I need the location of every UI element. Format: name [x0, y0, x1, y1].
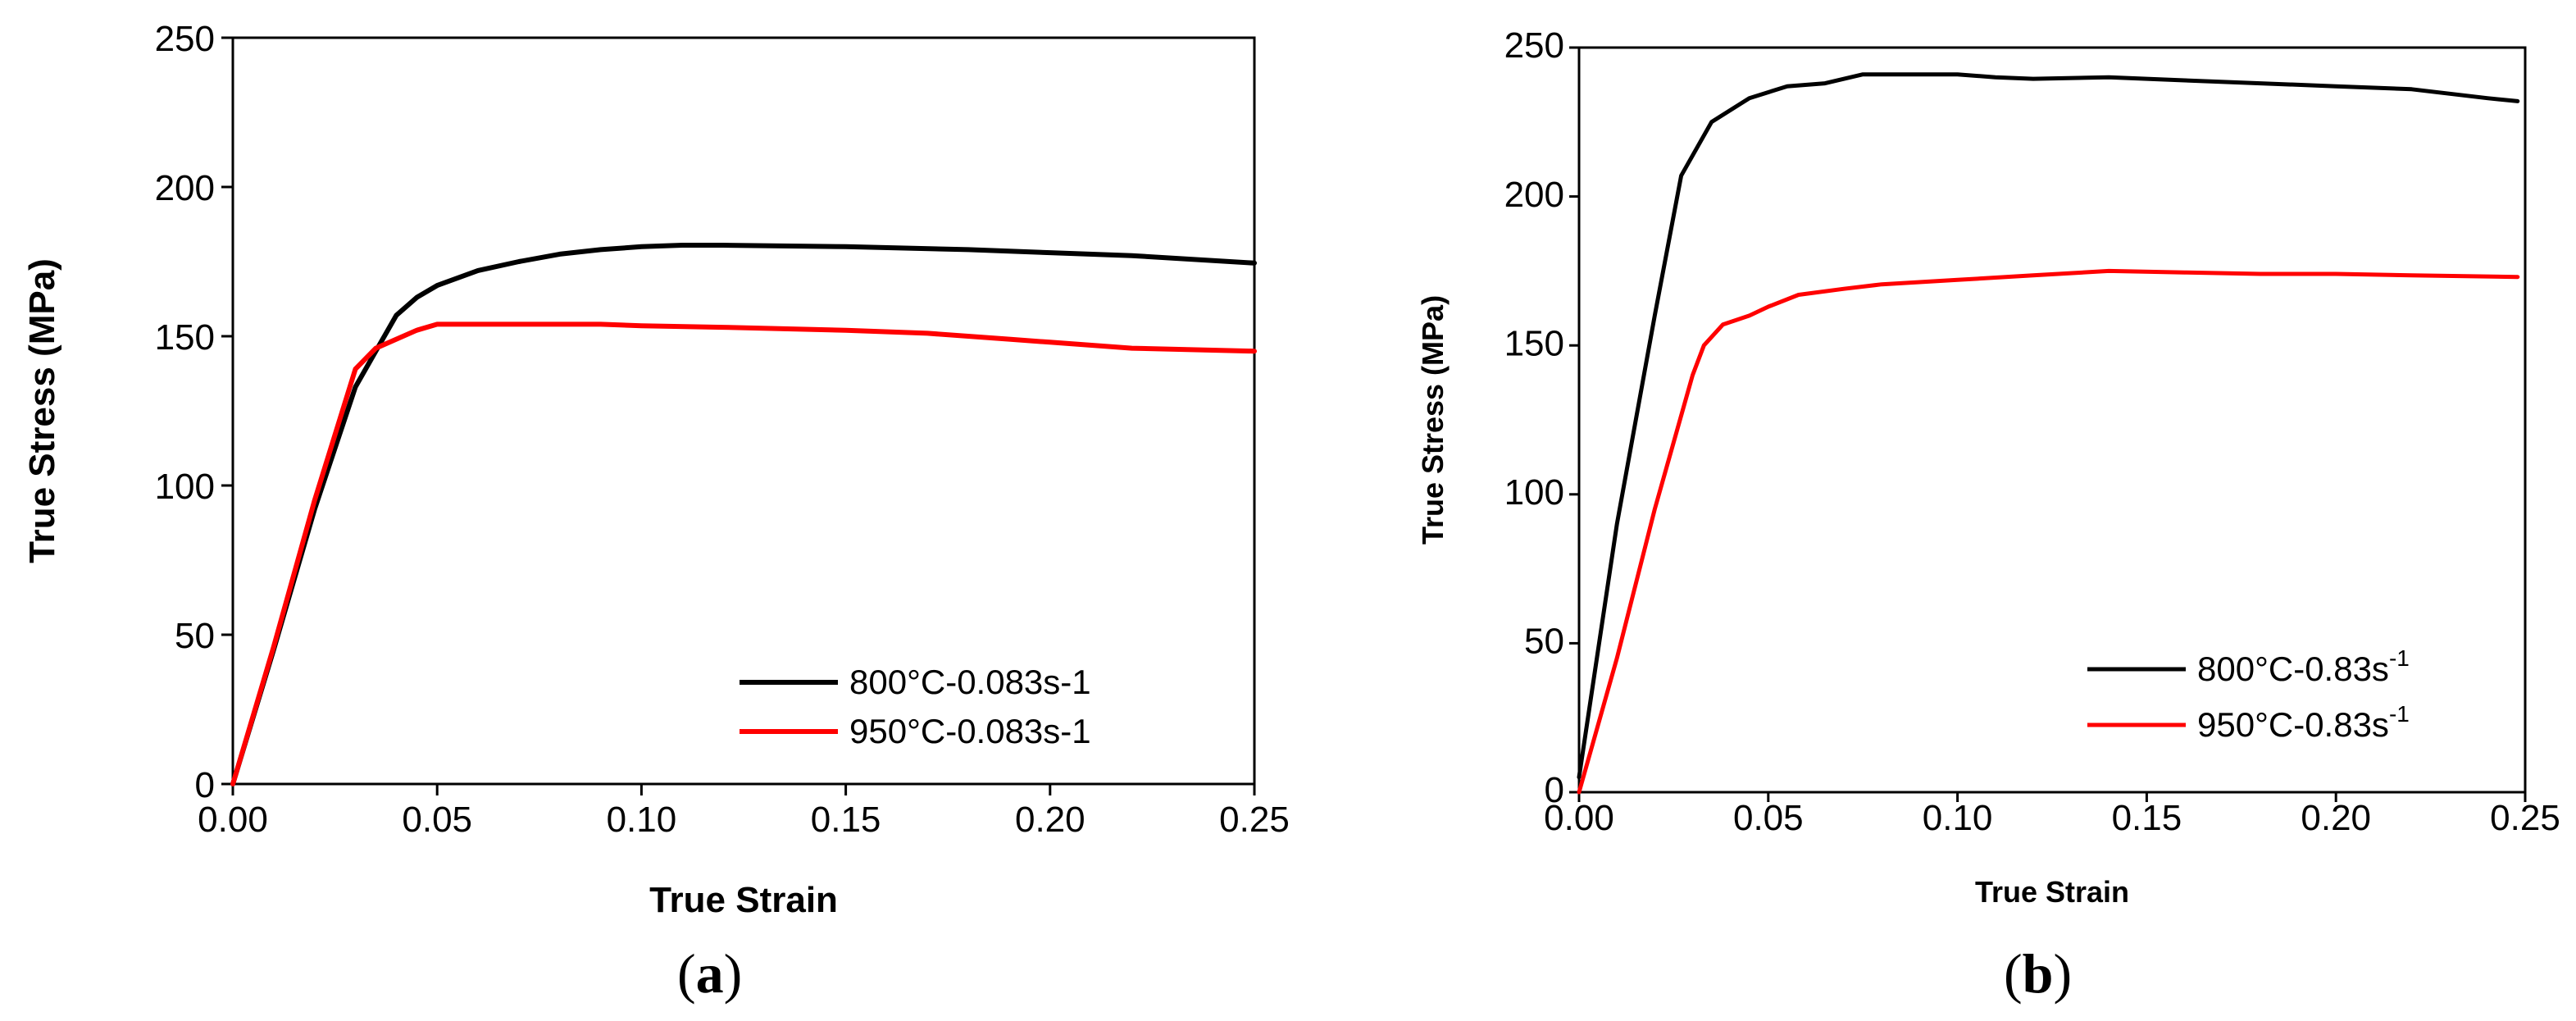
series-group-b: [1577, 72, 2520, 795]
caption-a: (a): [677, 942, 742, 1005]
caption-a-open: (: [677, 942, 696, 1005]
x-tick-label-b-2: 0.10: [1923, 798, 1993, 838]
legend-label-b-800-sup: -1: [2389, 645, 2410, 671]
x-tick-label-b-5: 0.25: [2490, 798, 2560, 838]
x-tick-label-a-3: 0.15: [811, 800, 881, 840]
x-tick-label-b-3: 0.15: [2112, 798, 2182, 838]
series-group-a: [230, 243, 1257, 786]
legend-label-a-950-base: 950°C-0.083s-1: [849, 712, 1091, 750]
caption-b: (b): [2004, 942, 2072, 1005]
y-tick-label-b-3: 150: [1504, 323, 1564, 363]
y-tick-label-a-0: 0: [195, 765, 215, 805]
x-axis-title-a: True Strain: [649, 880, 838, 920]
axis-ticks-a: 0.00 0.05 0.10 0.15 0.20 0.25 0 50 100 150 200 250: [155, 19, 1290, 840]
x-tick-label-a-4: 0.20: [1015, 800, 1085, 840]
x-tick-label-a-2: 0.10: [607, 800, 677, 840]
y-axis-title-a: True Stress (MPa): [22, 258, 62, 563]
series-line-a-0: [230, 243, 1257, 786]
x-tick-label-a-5: 0.25: [1219, 800, 1290, 840]
x-tick-label-a-0: 0.00: [198, 800, 268, 840]
chart-panel-b: 0.00 0.05 0.10 0.15 0.20 0.25050100150200250 …: [1416, 25, 2560, 1005]
legend-label-b-800-base: 800°C-0.83s: [2197, 650, 2389, 688]
legend-label-b-800: 800°C-0.83s-1: [2197, 645, 2410, 688]
y-tick-label-b-0: 0: [1545, 770, 1564, 810]
y-tick-label-a-5: 250: [155, 19, 215, 59]
legend-label-b-950: 950°C-0.83s-1: [2197, 701, 2410, 744]
y-tick-label-b-4: 200: [1504, 175, 1564, 215]
series-line-b-0: [1577, 72, 2520, 780]
y-tick-label-a-2: 100: [155, 467, 215, 507]
x-tick-label-a-1: 0.05: [402, 800, 472, 840]
legend-b: 800°C-0.83s-1 950°C-0.83s-1: [2087, 645, 2410, 744]
legend-label-a-800-base: 800°C-0.083s-1: [849, 663, 1091, 701]
legend-label-b-950-base: 950°C-0.83s: [2197, 705, 2389, 744]
plot-frame-a: [231, 36, 1256, 786]
legend-label-b-950-sup: -1: [2389, 701, 2410, 727]
legend-label-a-800: 800°C-0.083s-1: [849, 663, 1091, 701]
y-tick-label-a-1: 50: [175, 616, 215, 656]
series-line-a-1: [230, 321, 1257, 786]
caption-a-letter: a: [696, 942, 724, 1005]
caption-a-close: ): [724, 942, 743, 1005]
axis-ticks-b: 0.00 0.05 0.10 0.15 0.20 0.25 0 50 100 150 200 250: [1504, 25, 2560, 838]
caption-b-letter: b: [2023, 942, 2054, 1005]
y-tick-label-a-3: 150: [155, 317, 215, 358]
caption-b-close: ): [2053, 942, 2072, 1005]
caption-b-open: (: [2004, 942, 2023, 1005]
x-tick-label-b-4: 0.20: [2301, 798, 2371, 838]
x-tick-label-b-0: 0.00: [1544, 798, 1614, 838]
series-line-b-1: [1577, 268, 2520, 795]
x-tick-label-b-1: 0.05: [1733, 798, 1804, 838]
y-axis-title-b: True Stress (MPa): [1416, 295, 1450, 545]
y-tick-label-b-2: 100: [1504, 472, 1564, 513]
y-tick-label-a-4: 200: [155, 168, 215, 208]
x-axis-title-b: True Strain: [1975, 875, 2129, 909]
y-tick-label-b-1: 50: [1524, 622, 1564, 662]
y-tick-label-b-5: 250: [1504, 25, 1564, 66]
legend-label-a-950: 950°C-0.083s-1: [849, 712, 1091, 750]
legend-a: 800°C-0.083s-1 950°C-0.083s-1: [740, 663, 1091, 750]
plot-frame-b: [1577, 46, 2527, 794]
chart-panel-a: 0.00 0.05 0.10 0.15 0.20 0.25050100150200250 …: [22, 19, 1290, 1005]
